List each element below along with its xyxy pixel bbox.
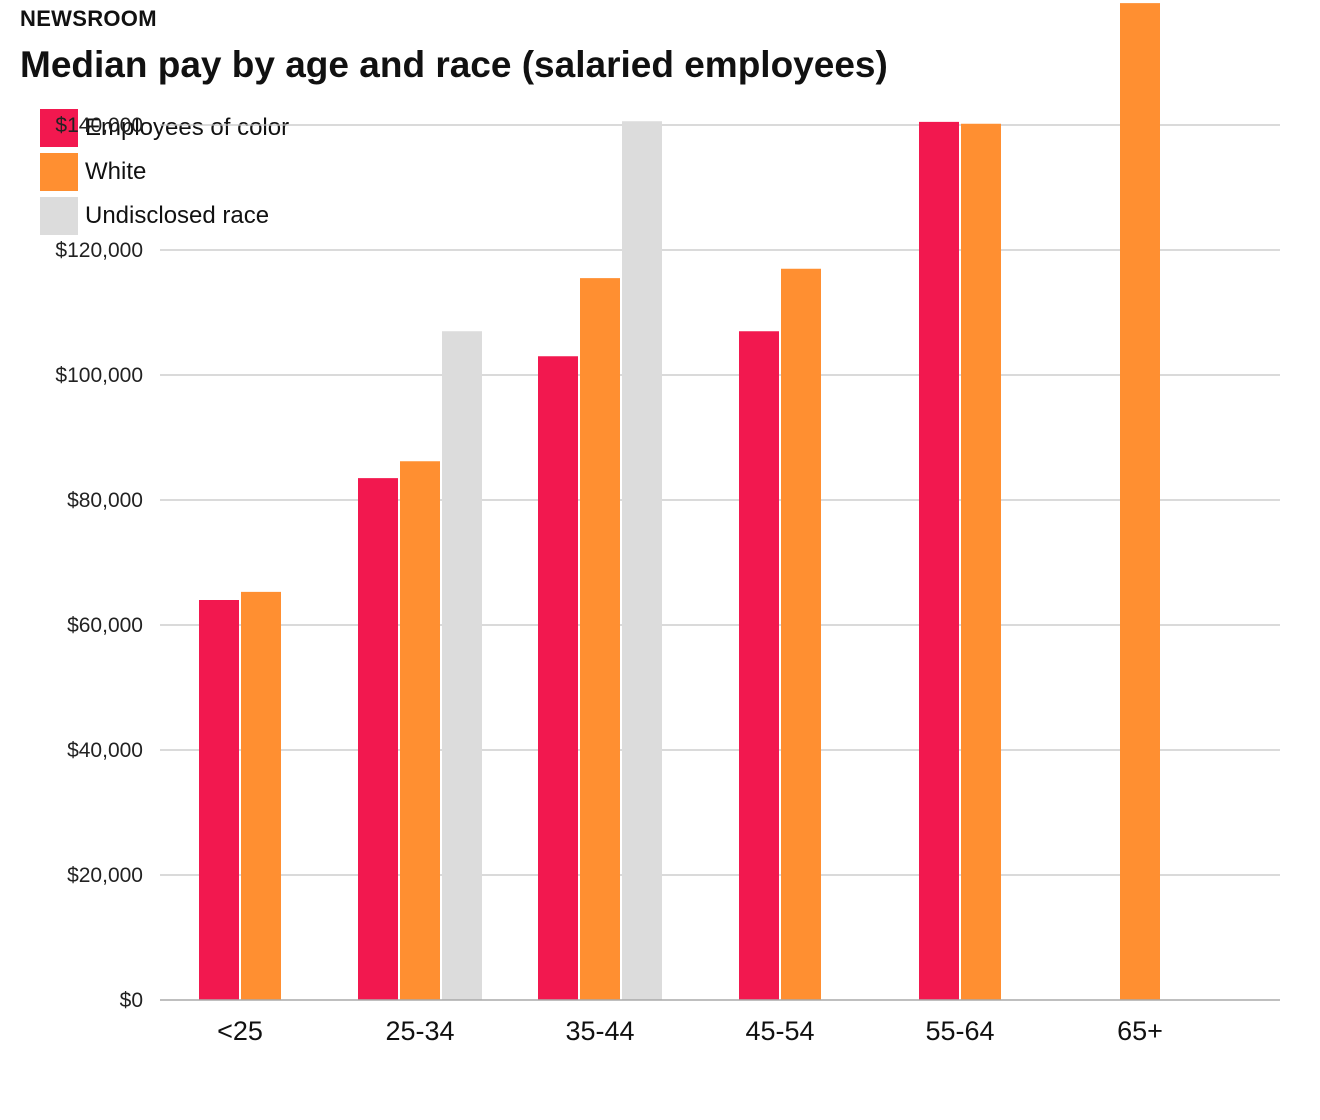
bar-employees-of-color [538, 356, 578, 1000]
legend-item-undisclosed-race: Undisclosed race [40, 194, 289, 238]
y-tick-label: $100,000 [55, 364, 143, 387]
bar-white [241, 591, 281, 1000]
y-tick-label: $0 [120, 989, 143, 1012]
bar-white [961, 123, 1001, 1000]
legend-swatch-undisclosed-race [40, 197, 78, 235]
bar-employees-of-color [739, 331, 779, 1000]
y-tick-label: $120,000 [55, 239, 143, 262]
bar-undisclosed-race [442, 331, 482, 1000]
x-tick-label: 35-44 [565, 1016, 634, 1046]
legend-swatch-white [40, 153, 78, 191]
y-tick-label: $60,000 [67, 614, 143, 637]
legend-label: Employees of color [85, 114, 290, 141]
y-tick-label: $80,000 [67, 489, 143, 512]
legend-item-white: White [40, 150, 289, 194]
legend-swatch-employees-of-color [40, 109, 78, 147]
bar-employees-of-color [919, 121, 959, 1000]
bar-white [400, 461, 440, 1000]
x-tick-label: <25 [217, 1016, 263, 1046]
y-tick-label: $40,000 [67, 739, 143, 762]
bar-employees-of-color [358, 478, 398, 1000]
chart-title: Median pay by age and race (salaried emp… [20, 44, 888, 85]
legend-item-employees-of-color: Employees of color [40, 106, 289, 150]
kicker: NEWSROOM [20, 6, 157, 31]
bar-white [1120, 3, 1160, 1000]
bar-white [781, 268, 821, 1000]
bar-white [580, 278, 620, 1000]
legend-label: Undisclosed race [85, 202, 270, 229]
x-tick-label: 25-34 [385, 1016, 454, 1046]
bar-employees-of-color [199, 600, 239, 1000]
legend-label: White [85, 158, 147, 185]
bar-undisclosed-race [622, 121, 662, 1000]
y-tick-label: $140,000 [55, 114, 143, 137]
x-tick-label: 65+ [1117, 1016, 1163, 1046]
x-tick-label: 45-54 [745, 1016, 814, 1046]
x-tick-label: 55-64 [925, 1016, 994, 1046]
legend: Employees of color White Undisclosed rac… [40, 106, 289, 238]
y-tick-label: $20,000 [67, 864, 143, 887]
